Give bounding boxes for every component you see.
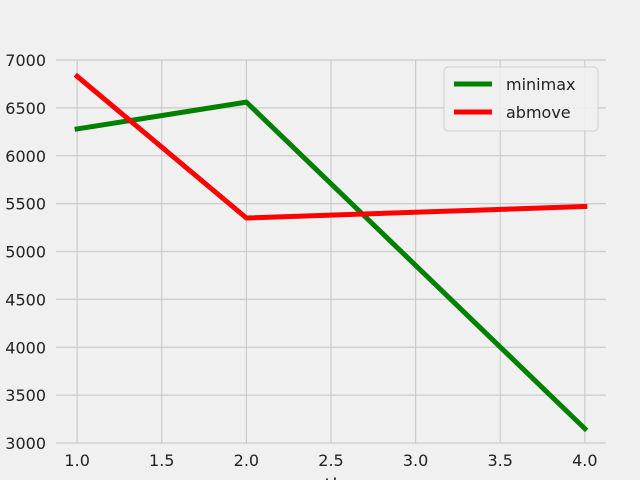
x-tick-label: 1.5: [149, 451, 174, 470]
x-axis-label: ti: [324, 474, 337, 480]
y-tick-label: 4000: [5, 338, 46, 357]
x-tick-label: 3.5: [488, 451, 513, 470]
y-tick-label: 3000: [5, 434, 46, 453]
y-tick-label: 5500: [5, 195, 46, 214]
x-axis-ticks: 1.0 1.5 2.0 2.5 3.0 3.5 4.0: [64, 451, 597, 470]
legend-label-abmove: abmove: [506, 103, 571, 122]
y-tick-label: 7000: [5, 51, 46, 70]
grid-lines: [56, 59, 606, 444]
x-tick-label: 4.0: [572, 451, 597, 470]
series-line-minimax: [74, 99, 589, 433]
y-tick-label: 5000: [5, 243, 46, 262]
legend: minimax abmove: [443, 66, 599, 132]
y-tick-label: 6000: [5, 147, 46, 166]
y-axis-ticks: 3000 3500 4000 4500 5000 5500 6000 6500 7000: [5, 51, 46, 453]
y-tick-label: 3500: [5, 386, 46, 405]
y-tick-label: 4500: [5, 290, 46, 309]
legend-label-minimax: minimax: [506, 75, 575, 94]
series-line-abmove: [73, 72, 588, 221]
series-lines: [73, 72, 589, 433]
y-tick-label: 6500: [5, 99, 46, 118]
x-tick-label: 2.0: [234, 451, 259, 470]
x-tick-label: 1.0: [64, 451, 89, 470]
x-tick-label: 3.0: [403, 451, 428, 470]
x-tick-label: 2.5: [318, 451, 343, 470]
